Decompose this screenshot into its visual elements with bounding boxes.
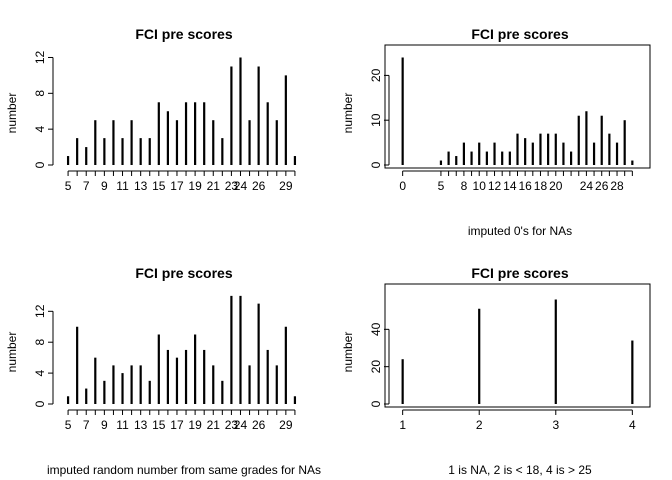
x-tick-label: 1 [399, 418, 406, 432]
x-tick-label: 0 [399, 179, 406, 193]
x-tick-label: 4 [629, 418, 636, 432]
y-tick-label: 20 [369, 360, 383, 374]
y-tick-label: 40 [369, 322, 383, 336]
x-tick-label: 12 [488, 179, 502, 193]
y-tick-label: 4 [33, 369, 47, 376]
y-axis-label: number [5, 93, 19, 134]
panel-bottom-left: FCI pre scores number imputed random num… [5, 265, 321, 477]
x-tick-label: 3 [552, 418, 559, 432]
x-tick-label: 8 [461, 179, 468, 193]
x-tick-label: 18 [534, 179, 548, 193]
y-tick-label: 0 [369, 400, 383, 407]
x-tick-label: 13 [134, 418, 148, 432]
panel-title: FCI pre scores [135, 265, 232, 281]
plot-box [384, 44, 651, 169]
y-tick-label: 0 [33, 400, 47, 407]
x-tick-label: 13 [134, 179, 148, 193]
x-tick-label: 17 [170, 179, 184, 193]
x-axis-label: 1 is NA, 2 is < 18, 4 is > 25 [448, 463, 592, 477]
panel-bottom-right: FCI pre scores number 1 is NA, 2 is < 18… [341, 265, 651, 477]
x-tick-label: 28 [610, 179, 624, 193]
y-tick-label: 0 [369, 161, 383, 168]
x-tick-label: 24 [234, 179, 248, 193]
y-tick-label: 20 [369, 68, 383, 82]
y-tick-label: 0 [33, 161, 47, 168]
y-tick-label: 12 [33, 304, 47, 318]
x-tick-label: 11 [116, 418, 129, 432]
x-tick-label: 21 [207, 418, 221, 432]
x-tick-label: 20 [549, 179, 563, 193]
y-axis-label: number [5, 332, 19, 373]
x-tick-label: 7 [83, 418, 90, 432]
x-tick-label: 5 [65, 179, 72, 193]
panel-top-left: FCI pre scores number 0 4 8 12 5 7 9 11 13 15 17 19… [5, 26, 297, 193]
x-tick-label: 14 [503, 179, 517, 193]
plot-box [384, 283, 651, 408]
x-tick-label: 2 [476, 418, 483, 432]
y-tick-label: 8 [33, 339, 47, 346]
x-tick-label: 7 [83, 179, 90, 193]
x-tick-label: 16 [518, 179, 532, 193]
panel-title: FCI pre scores [471, 265, 568, 281]
panel-title: FCI pre scores [471, 26, 568, 42]
y-axis-label: number [341, 332, 355, 373]
panel-top-right: FCI pre scores number imputed 0's for NA… [341, 26, 651, 238]
x-tick-label: 17 [170, 418, 184, 432]
x-tick-label: 19 [188, 179, 202, 193]
x-tick-label: 29 [279, 418, 293, 432]
y-tick-label: 12 [33, 50, 47, 64]
x-tick-label: 26 [595, 179, 609, 193]
x-tick-label: 29 [279, 179, 293, 193]
x-tick-label: 23 [225, 418, 239, 432]
x-tick-label: 11 [116, 179, 129, 193]
x-tick-label: 26 [252, 418, 266, 432]
y-tick-label: 10 [369, 113, 383, 127]
x-tick-label: 26 [252, 179, 266, 193]
x-tick-label: 5 [65, 418, 72, 432]
y-tick-label: 8 [33, 90, 47, 97]
x-tick-label: 9 [101, 418, 108, 432]
x-tick-label: 15 [152, 418, 166, 432]
x-tick-label: 19 [188, 418, 202, 432]
x-tick-label: 21 [207, 179, 221, 193]
x-axis-label: imputed 0's for NAs [468, 224, 572, 238]
y-tick-label: 4 [33, 126, 47, 133]
y-axis-label: number [341, 93, 355, 134]
x-tick-label: 24 [234, 418, 248, 432]
x-axis-label: imputed random number from same grades f… [47, 463, 321, 477]
x-tick-label: 9 [101, 179, 108, 193]
x-tick-label: 24 [580, 179, 594, 193]
x-tick-label: 23 [225, 179, 239, 193]
x-tick-label: 10 [473, 179, 487, 193]
x-tick-label: 5 [438, 179, 445, 193]
x-tick-label: 15 [152, 179, 166, 193]
panel-title: FCI pre scores [135, 26, 232, 42]
